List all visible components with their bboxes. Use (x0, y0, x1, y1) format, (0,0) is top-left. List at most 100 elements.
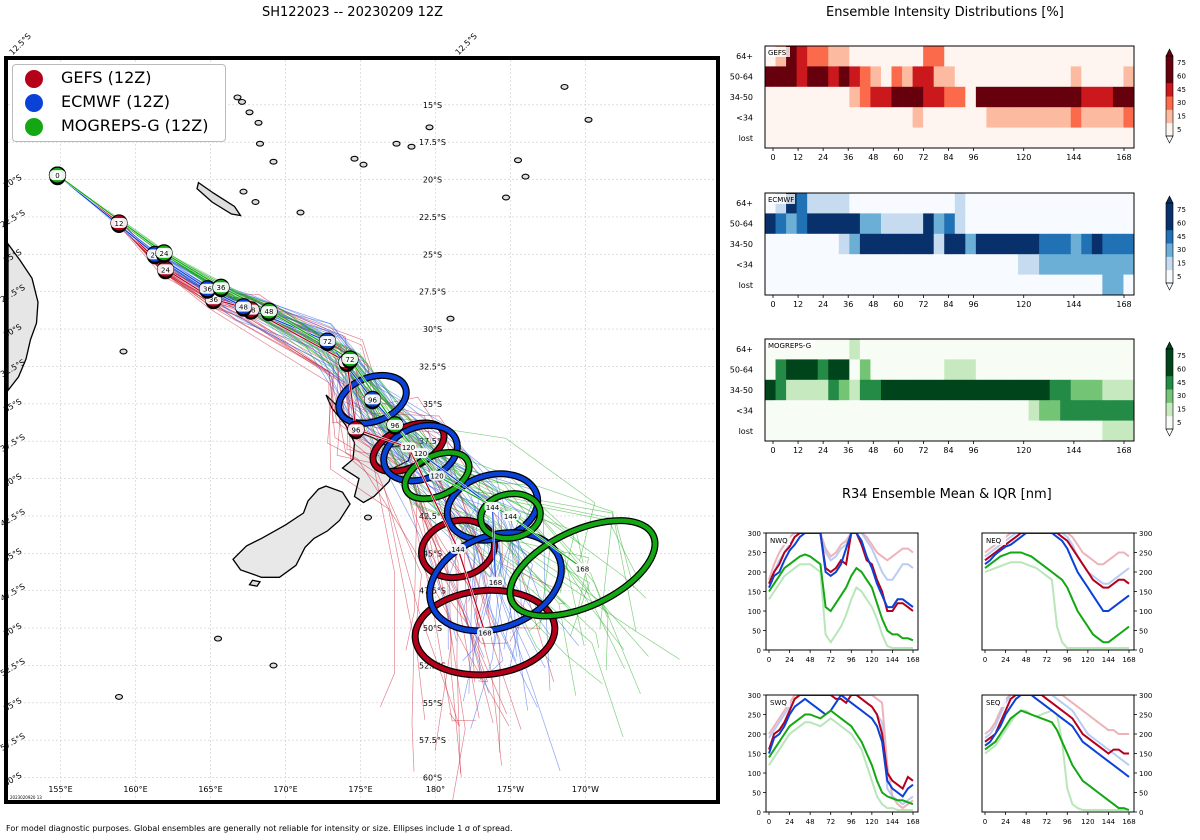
y-tick-label: 0 (757, 809, 761, 817)
heatmap-cell (986, 359, 998, 381)
heatmap-cell (1007, 233, 1019, 255)
heatmap-cell (1007, 339, 1019, 360)
heatmap-cell (965, 420, 977, 442)
lat-label-left: 55°S (2, 696, 23, 713)
x-tick-label: 12 (793, 153, 803, 162)
heatmap-cell (1007, 86, 1019, 108)
heatmap-cell (944, 127, 956, 149)
colorbar-arrow-bottom (1165, 428, 1174, 437)
heatmap-cell (849, 233, 861, 255)
heatmap-cell (1060, 400, 1072, 421)
island (119, 348, 128, 355)
heatmap-cell (817, 254, 829, 275)
heatmap-cell (1018, 274, 1029, 296)
heatmap-cell (1018, 127, 1029, 149)
y-tick-label: 300 (748, 692, 761, 700)
heatmap-cell (986, 213, 998, 235)
panel-tag-bg (766, 47, 790, 57)
heatmap-cell (828, 213, 840, 235)
heatmap-cell (933, 420, 945, 442)
r34-panel-neq: NEQ 0 24 48 72 96 120 144 168 0 50 100 150 200 250 300 (981, 530, 1152, 664)
x-tick-label: 0 (770, 153, 775, 162)
island (513, 157, 523, 164)
x-tick-label: 168 (906, 818, 919, 826)
heatmap-frame (764, 45, 1135, 149)
heatmap-cell (996, 213, 1008, 235)
heatmap-cell (1081, 213, 1093, 235)
heatmap-cell (1060, 46, 1072, 67)
x-tick-label: 72 (918, 153, 928, 162)
heatmap-cell (807, 107, 819, 128)
heatmap-cell (838, 233, 850, 255)
colorbar-tick-label: 60 (1177, 366, 1186, 374)
heatmap-cell (828, 400, 840, 421)
heatmap-cell (1060, 193, 1072, 214)
x-tick-label: 96 (847, 818, 856, 826)
heatmap-cell (1112, 379, 1124, 401)
colorbar-tick-label: 30 (1177, 99, 1186, 107)
colorbar-segment (1166, 82, 1173, 97)
colorbar-frame (1165, 55, 1174, 137)
colorbar-segment (1166, 109, 1173, 124)
lat-label-left: 47.5°S (0, 582, 27, 603)
ellipse-1-168 (427, 530, 564, 634)
colorbar-segment (1166, 256, 1173, 271)
colorbar-tick-label: 15 (1177, 113, 1186, 121)
heatmap-cell (765, 86, 776, 108)
panel-tag-bg (766, 194, 795, 204)
heatmap-cell (828, 359, 840, 381)
heatmap-cell (933, 254, 945, 275)
x-tick-label: 96 (968, 446, 978, 455)
footnote: For model diagnostic purposes. Global en… (6, 824, 513, 833)
heatmap-cell (817, 400, 829, 421)
x-tick-label: 36 (843, 446, 853, 455)
lat-label-inner: 45°S (423, 549, 442, 558)
island (254, 119, 263, 126)
y-tick-label: 150 (748, 751, 761, 759)
heatmap-cell (838, 213, 850, 235)
heatmap-cell (838, 127, 850, 149)
heatmap-cell (838, 400, 850, 421)
tau-label: 12 (115, 220, 124, 228)
new-zealand-south-island (232, 485, 351, 578)
tau-label: 0 (55, 172, 59, 180)
tau-label: 48 (239, 304, 248, 312)
heatmap-cell (828, 107, 840, 128)
heatmap-cell (912, 420, 924, 442)
heatmap-cell (859, 379, 871, 401)
heatmap-cell (870, 339, 882, 360)
x-tick-label: 72 (918, 446, 928, 455)
heatmap-cell (1049, 213, 1061, 235)
island (269, 662, 278, 669)
x-tick-label: 144 (886, 656, 900, 664)
heatmap-cell (1028, 46, 1040, 67)
heatmap-cell (1112, 339, 1124, 360)
r34-line (768, 533, 914, 581)
heatmap-cell (765, 274, 776, 296)
heatmap-cell (1018, 107, 1029, 128)
heatmap-cell (1007, 400, 1019, 421)
heatmap-cell (1123, 193, 1135, 214)
heatmap-panel-name: ECMWF (768, 196, 794, 204)
heatmap-cell (1039, 274, 1051, 296)
r34-line (984, 695, 1129, 755)
heatmap-cell (975, 127, 987, 149)
y-tick-label: 50 (752, 628, 761, 636)
panel-tag-bg (768, 535, 790, 545)
heatmap-cell (1102, 339, 1114, 360)
heatmap-cell (775, 213, 787, 235)
heatmap-cell (933, 339, 945, 360)
lon-label: 160°E (123, 785, 147, 794)
tau-label-bg (319, 336, 336, 347)
x-tick-label: 48 (806, 818, 815, 826)
heatmap-cell (1091, 66, 1103, 88)
heatmap-cell (796, 107, 808, 128)
heatmap-cell (975, 339, 987, 360)
heatmap-cell (859, 66, 871, 88)
heatmap-row-label: lost (739, 427, 753, 436)
heatmap-row-label: lost (739, 134, 753, 143)
heatmap-cell (965, 379, 977, 401)
heatmap-cell (817, 46, 829, 67)
heatmap-cell (1060, 359, 1072, 381)
heatmap-cell (1049, 379, 1061, 401)
